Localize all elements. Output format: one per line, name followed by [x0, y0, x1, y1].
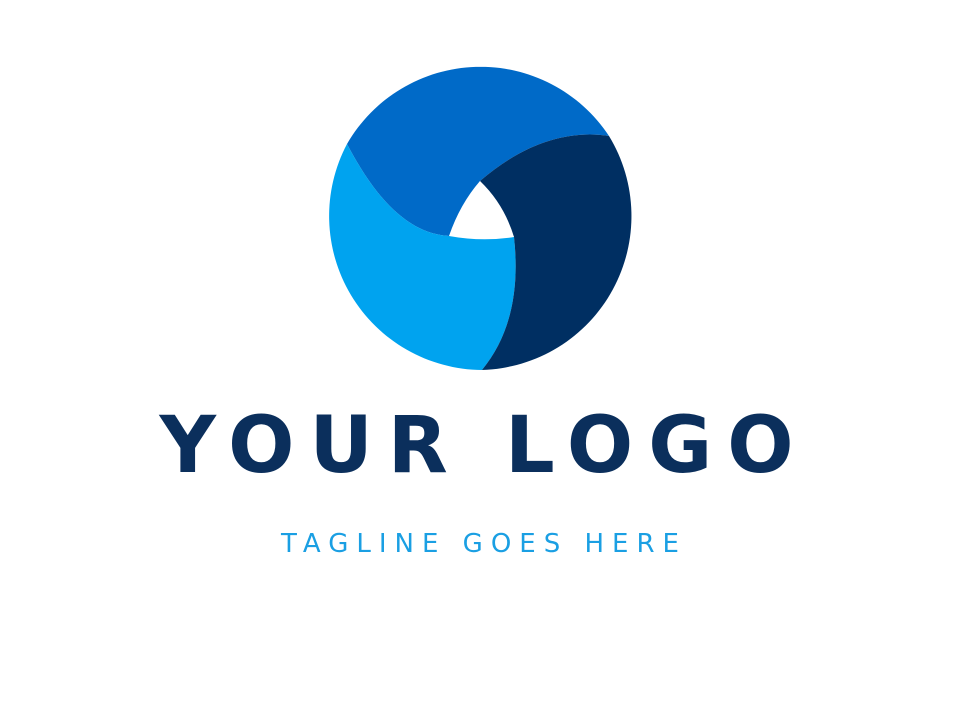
emblem-top-segment — [347, 66, 609, 236]
emblem-right-segment — [480, 134, 632, 370]
logo-tagline: TAGLINE GOES HERE — [281, 529, 687, 559]
emblem-left-segment — [329, 144, 516, 370]
emblem-center-hole — [449, 181, 514, 240]
swirl-circle-emblem-icon — [329, 66, 632, 370]
logo-name: YOUR LOGO — [159, 401, 809, 491]
